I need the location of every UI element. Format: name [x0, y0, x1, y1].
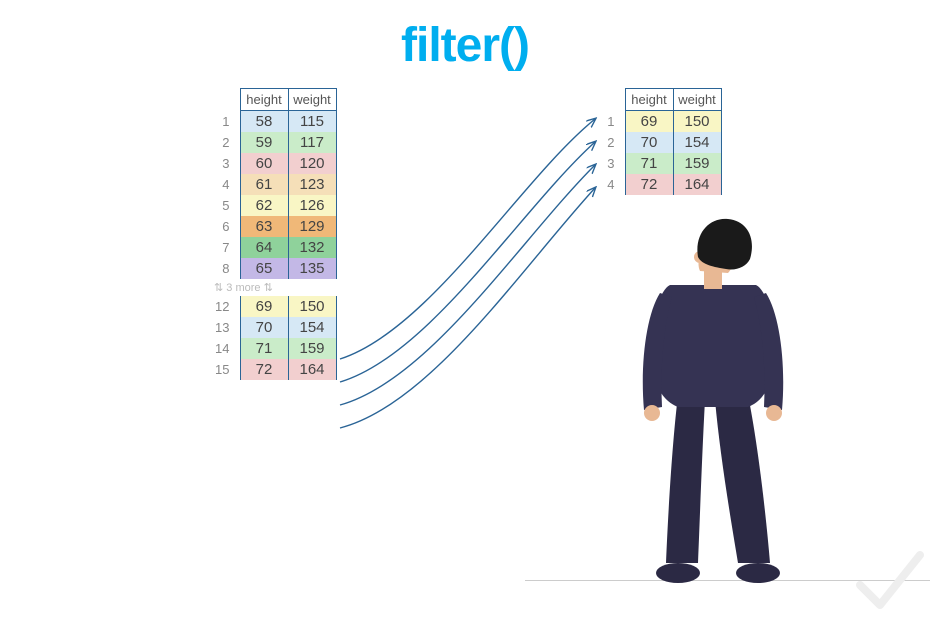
arrow: [340, 165, 595, 405]
row-index: 3: [595, 153, 625, 174]
row-index: 13: [210, 317, 240, 338]
cell-height: 71: [240, 338, 288, 359]
row-index: 2: [210, 132, 240, 153]
cell-height: 72: [240, 359, 288, 380]
row-index: 12: [210, 296, 240, 317]
table-row: 1370154: [210, 317, 336, 338]
cell-weight: 159: [288, 338, 336, 359]
table-row: 865135: [210, 258, 336, 279]
cell-height: 70: [625, 132, 673, 153]
cell-height: 64: [240, 237, 288, 258]
row-index: 5: [210, 195, 240, 216]
row-index: 7: [210, 237, 240, 258]
row-index: 14: [210, 338, 240, 359]
table-row: 259117: [210, 132, 336, 153]
cell-height: 58: [240, 111, 288, 133]
cell-weight: 123: [288, 174, 336, 195]
cell-weight: 154: [288, 317, 336, 338]
cell-weight: 159: [673, 153, 721, 174]
row-index: 1: [595, 111, 625, 133]
cell-weight: 154: [673, 132, 721, 153]
table-row: 764132: [210, 237, 336, 258]
cell-height: 71: [625, 153, 673, 174]
cell-weight: 117: [288, 132, 336, 153]
source-table: heightweight1581152591173601204611235621…: [210, 88, 337, 380]
cell-height: 61: [240, 174, 288, 195]
cell-height: 69: [240, 296, 288, 317]
row-index: 1: [210, 111, 240, 133]
result-table: heightweight169150270154371159472164: [595, 88, 722, 195]
cell-height: 63: [240, 216, 288, 237]
col-header-weight: weight: [288, 89, 336, 111]
col-header-height: height: [625, 89, 673, 111]
cell-weight: 164: [673, 174, 721, 195]
cell-height: 59: [240, 132, 288, 153]
table-row: 461123: [210, 174, 336, 195]
cell-weight: 129: [288, 216, 336, 237]
arrow: [340, 142, 595, 382]
cell-height: 65: [240, 258, 288, 279]
cell-height: 70: [240, 317, 288, 338]
table-row: 158115: [210, 111, 336, 133]
cell-weight: 115: [288, 111, 336, 133]
row-index: 4: [595, 174, 625, 195]
table-row: 1572164: [210, 359, 336, 380]
row-index: 2: [595, 132, 625, 153]
table-row: 562126: [210, 195, 336, 216]
table-row: 472164: [595, 174, 721, 195]
cell-height: 69: [625, 111, 673, 133]
table-row: 1269150: [210, 296, 336, 317]
arrow: [340, 188, 595, 428]
cell-weight: 120: [288, 153, 336, 174]
row-index: 4: [210, 174, 240, 195]
row-index: 3: [210, 153, 240, 174]
table-row: 371159: [595, 153, 721, 174]
cell-weight: 150: [288, 296, 336, 317]
person-illustration: [560, 215, 860, 585]
page-title: filter(): [0, 18, 930, 73]
cell-weight: 132: [288, 237, 336, 258]
cell-height: 72: [625, 174, 673, 195]
cell-weight: 150: [673, 111, 721, 133]
table-row: 270154: [595, 132, 721, 153]
cell-height: 60: [240, 153, 288, 174]
row-index: 15: [210, 359, 240, 380]
cell-weight: 164: [288, 359, 336, 380]
cell-height: 62: [240, 195, 288, 216]
cell-weight: 126: [288, 195, 336, 216]
row-index: 8: [210, 258, 240, 279]
arrow: [340, 119, 595, 359]
col-header-weight: weight: [673, 89, 721, 111]
table-row: 663129: [210, 216, 336, 237]
row-index: 6: [210, 216, 240, 237]
table-row: 1471159: [210, 338, 336, 359]
table-row: 169150: [595, 111, 721, 133]
cell-weight: 135: [288, 258, 336, 279]
collapsed-rows-indicator: ⇅ 3 more ⇅: [210, 279, 336, 296]
col-header-height: height: [240, 89, 288, 111]
table-row: 360120: [210, 153, 336, 174]
